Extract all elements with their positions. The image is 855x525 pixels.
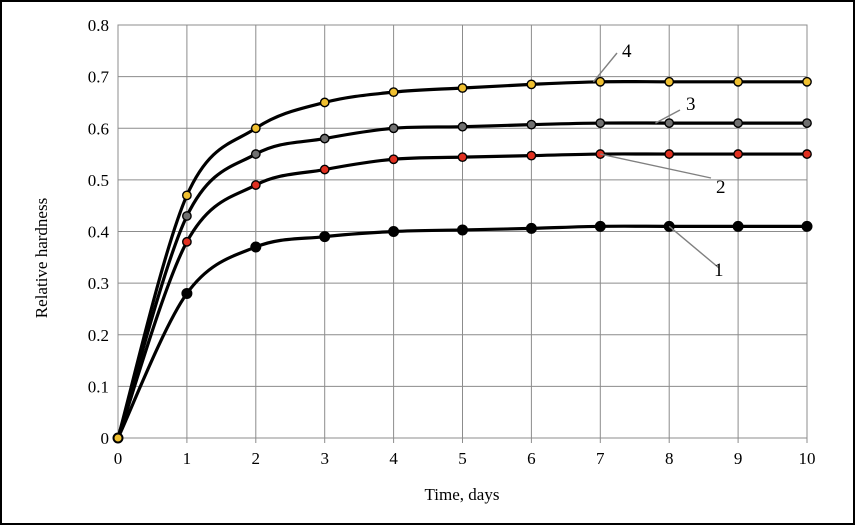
x-tick-label-7: 7 xyxy=(596,449,605,468)
series-2-point-2 xyxy=(250,180,261,190)
series-4-point-2 xyxy=(250,123,261,134)
series-4-point-3 xyxy=(319,97,330,108)
x-tick-label-8: 8 xyxy=(665,449,674,468)
series-1-point-10 xyxy=(801,220,813,232)
series-4-point-7 xyxy=(595,76,606,87)
series-1-point-6 xyxy=(525,222,537,234)
y-tick-label-8: 0.8 xyxy=(88,16,109,35)
series-3-point-9 xyxy=(733,118,743,128)
x-tick-label-6: 6 xyxy=(527,449,536,468)
x-tick-label-4: 4 xyxy=(389,449,398,468)
series-3-point-2 xyxy=(250,149,261,159)
series-1-point-5 xyxy=(457,224,468,236)
series-4-point-10 xyxy=(802,76,812,87)
series-1-point-7 xyxy=(594,220,606,232)
x-tick-label-1: 1 xyxy=(183,449,192,468)
series-line-3 xyxy=(116,121,809,440)
y-tick-label-3: 0.3 xyxy=(88,274,109,293)
series-3-point-8 xyxy=(664,118,675,128)
series-4-point-0 xyxy=(113,433,123,443)
series-3-point-1 xyxy=(181,211,192,221)
y-tick-label-7: 0.7 xyxy=(88,68,110,87)
callout-label-4: 4 xyxy=(622,41,632,62)
series-1-point-1 xyxy=(181,287,193,299)
x-tick-label-10: 10 xyxy=(799,449,816,468)
x-tick-label-9: 9 xyxy=(734,449,743,468)
series-3-point-4 xyxy=(388,123,399,134)
series-2-point-1 xyxy=(181,236,192,247)
series-2-point-6 xyxy=(526,150,537,161)
callout-label-2: 2 xyxy=(716,177,726,198)
callout-leader-1 xyxy=(668,225,720,269)
y-tick-label-2: 0.2 xyxy=(88,326,109,345)
series-3-point-10 xyxy=(802,118,812,128)
series-3-point-3 xyxy=(319,133,330,144)
series-4-point-6 xyxy=(526,79,537,90)
series-1-point-9 xyxy=(732,220,744,232)
x-tick-labels: 0 1 2 3 4 5 6 7 8 9 10 xyxy=(114,449,816,468)
series-line-1 xyxy=(116,224,809,440)
x-tick-label-0: 0 xyxy=(114,449,123,468)
series-4-point-5 xyxy=(457,83,468,93)
x-tick-label-5: 5 xyxy=(458,449,467,468)
y-tick-label-4: 0.4 xyxy=(88,223,110,242)
y-axis-label: Relative hardness xyxy=(32,198,51,318)
series-3-point-6 xyxy=(526,119,537,130)
series-4-point-1 xyxy=(181,190,192,201)
y-tick-label-0: 0 xyxy=(101,429,110,448)
y-tick-label-1: 0.1 xyxy=(88,377,109,396)
series-2-point-9 xyxy=(733,149,743,159)
callout-leader-3 xyxy=(655,109,681,124)
series-line-2 xyxy=(116,152,809,440)
series-line-4 xyxy=(116,79,809,440)
series-2-point-5 xyxy=(457,152,468,163)
y-tick-label-5: 0.5 xyxy=(88,171,109,190)
y-tick-label-6: 0.6 xyxy=(88,119,109,138)
callout-leader-2 xyxy=(600,153,712,179)
x-tick-label-2: 2 xyxy=(252,449,261,468)
series-3-point-7 xyxy=(595,118,606,128)
series-2-point-3 xyxy=(319,164,330,175)
callout-label-3: 3 xyxy=(686,94,696,115)
x-axis-label: Time, days xyxy=(425,485,500,504)
x-tick-label-3: 3 xyxy=(320,449,329,468)
series-2-point-4 xyxy=(388,154,399,165)
series-4-point-8 xyxy=(664,76,675,87)
y-tick-labels: 0 0.1 0.2 0.3 0.4 0.5 0.6 0.7 0.8 xyxy=(88,16,110,448)
callout-label-1: 1 xyxy=(714,260,724,281)
series-1-point-4 xyxy=(388,226,400,237)
series-callouts: 1 2 3 4 xyxy=(592,41,726,281)
series-1-point-3 xyxy=(319,231,331,243)
series-1-point-2 xyxy=(250,241,262,253)
series-4-point-4 xyxy=(388,87,399,98)
series-2-point-10 xyxy=(802,149,812,159)
callout-leader-4 xyxy=(592,52,618,83)
series-markers xyxy=(112,76,813,444)
series-lines xyxy=(116,79,809,440)
series-4-point-9 xyxy=(733,76,743,87)
series-3-point-5 xyxy=(457,121,468,132)
series-2-point-8 xyxy=(664,149,675,159)
